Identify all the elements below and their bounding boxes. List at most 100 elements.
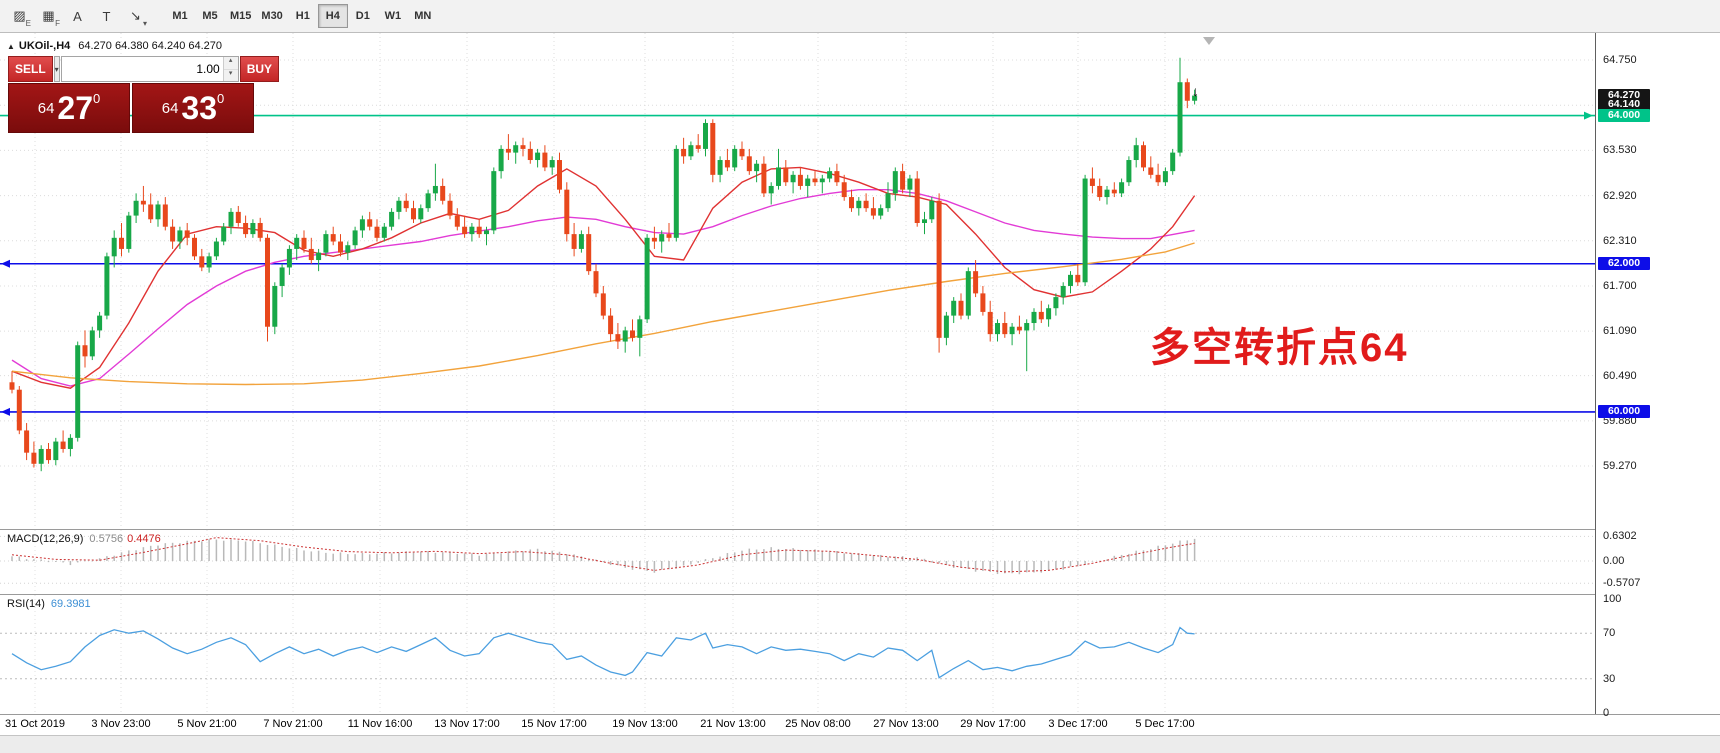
price-tick-label: 62.310	[1603, 234, 1637, 247]
price-badge: 64.000	[1598, 108, 1650, 122]
timeframe-button-m15[interactable]: M15	[225, 4, 256, 28]
one-click-trading-panel: SELL ▾ ▴ ▾ BUY 64 27 0 64	[8, 56, 280, 133]
time-axis[interactable]: 31 Oct 2019 3 Nov 23:00 5 Nov 21:00 7 Nov 2…	[0, 715, 1595, 735]
buy-price-tile[interactable]: 64 33 0	[132, 83, 254, 133]
price-tick-label: 64.750	[1603, 54, 1637, 66]
candlestick-chart-canvas[interactable]	[0, 33, 1595, 529]
macd-tick-label: 0.00	[1603, 555, 1625, 567]
rsi-tick-label: 30	[1603, 672, 1616, 685]
ma-red	[11, 166, 1196, 389]
volume-box: ▴ ▾	[60, 56, 239, 82]
volume-input[interactable]	[61, 57, 223, 81]
time-axis-label: 19 Nov 13:00	[612, 718, 678, 730]
moving-averages-layer	[11, 166, 1196, 389]
price-tick-label: 61.700	[1603, 279, 1637, 292]
collapse-arrow-icon[interactable]: ▲	[7, 42, 15, 51]
time-axis-label: 29 Nov 17:00	[960, 718, 1026, 730]
time-axis-label: 21 Nov 13:00	[700, 718, 766, 730]
time-axis-label: 3 Nov 23:00	[91, 718, 151, 730]
crosshair-chart-tool-icon[interactable]: ▨ E	[6, 4, 33, 28]
rsi-tick-label: 100	[1603, 593, 1622, 605]
candles-layer	[9, 57, 1198, 472]
ask-pips: 33	[181, 90, 218, 126]
price-tick-label: 62.920	[1603, 189, 1637, 202]
price-axis[interactable]: 64.750 64.140 63.530 62.920 62.310 61.700 61.0…	[1595, 33, 1720, 719]
bid-frac: 0	[93, 91, 101, 106]
time-axis-label: 27 Nov 13:00	[873, 718, 939, 730]
timeframe-button-m1[interactable]: M1	[165, 4, 195, 28]
chart-shift-icon[interactable]	[1203, 37, 1215, 45]
buy-button[interactable]: BUY	[239, 56, 280, 82]
timeframe-button-mn[interactable]: MN	[408, 4, 438, 28]
time-axis-label: 25 Nov 08:00	[785, 718, 851, 730]
text-tool-icon[interactable]: A	[64, 4, 91, 28]
arrow-line-tool-icon[interactable]: ↘ ▾	[122, 4, 149, 28]
volume-increase-button[interactable]: ▴	[223, 57, 238, 70]
ohlc-values: 64.270 64.380 64.240 64.270	[78, 40, 223, 52]
timeframe-toolbar: M1 M5 M15 M30 H1 H4 D1 W1 MN	[165, 4, 438, 28]
macd-name: MACD(12,26,9)	[7, 533, 84, 545]
rsi-label: RSI(14) 69.3981	[7, 598, 91, 610]
macd-main-value: 0.5756	[89, 533, 124, 545]
panel-separator-timeaxis	[0, 714, 1720, 715]
price-tick-label: 59.270	[1603, 460, 1637, 472]
ask-frac: 0	[217, 91, 225, 106]
macd-panel[interactable]: MACD(12,26,9) 0.5756 0.4476	[0, 530, 1595, 594]
volume-decrease-button[interactable]: ▾	[223, 69, 238, 81]
main-chart-panel[interactable]: ▲ UKOil-,H4 64.270 64.380 64.240 64.270 SE…	[0, 33, 1595, 529]
chart-text-annotation: 多空转折点64	[1150, 326, 1409, 370]
rsi-tick-label: 70	[1603, 627, 1616, 640]
macd-tick-label: -0.5707	[1603, 577, 1641, 590]
time-axis-label: 7 Nov 21:00	[263, 718, 323, 730]
timeframe-button-h1[interactable]: H1	[288, 4, 318, 28]
grid-tool-icon[interactable]: ▦ F	[35, 4, 62, 28]
volume-spinner: ▴ ▾	[222, 57, 238, 81]
price-tick-label: 63.530	[1603, 144, 1637, 157]
macd-chart-canvas[interactable]	[0, 530, 1595, 594]
time-axis-label: 5 Dec 17:00	[1135, 718, 1195, 730]
status-strip	[0, 735, 1720, 753]
main-toolbar: ▨ E ▦ F A T ↘ ▾ M1 M5 M15 M30 H1 H4 D1 W1 MN	[0, 0, 1720, 33]
symbol-label: UKOil-,H4	[18, 40, 71, 52]
rsi-name: RSI(14)	[7, 598, 45, 610]
time-axis-label: 11 Nov 16:00	[347, 718, 413, 730]
price-tick-label: 61.090	[1603, 325, 1637, 338]
sell-button[interactable]: SELL	[8, 56, 53, 82]
sell-price-tile[interactable]: 64 27 0	[8, 83, 130, 133]
price-badge: 64.140	[1598, 98, 1650, 112]
timeframe-button-d1[interactable]: D1	[348, 4, 378, 28]
price-arrow-icon: ↓	[1192, 83, 1199, 99]
symbol-ohlc-line: ▲ UKOil-,H4 64.270 64.380 64.240 64.270	[7, 40, 222, 52]
panel-separator-macd[interactable]	[0, 529, 1720, 530]
rsi-line	[11, 626, 1195, 679]
trade-options-dropdown[interactable]: ▾	[53, 56, 60, 82]
price-badge: 62.000	[1598, 256, 1650, 270]
text-label-tool-icon[interactable]: T	[93, 4, 120, 28]
macd-signal-line	[11, 537, 1195, 573]
rsi-panel[interactable]: RSI(14) 69.3981	[0, 595, 1595, 714]
timeframe-button-m5[interactable]: M5	[195, 4, 225, 28]
timeframe-button-w1[interactable]: W1	[378, 4, 408, 28]
bid-whole: 64	[37, 99, 55, 117]
macd-signal-value: 0.4476	[127, 533, 161, 545]
ask-whole: 64	[161, 99, 179, 117]
timeframe-button-m30[interactable]: M30	[256, 4, 287, 28]
time-axis-label: 31 Oct 2019	[5, 718, 65, 730]
timeframe-button-h4[interactable]: H4	[317, 4, 348, 28]
price-badge: 60.000	[1598, 404, 1650, 418]
macd-tick-label: 0.6302	[1603, 530, 1637, 543]
price-tick-label: 60.490	[1603, 369, 1637, 382]
time-axis-label: 15 Nov 17:00	[521, 718, 587, 730]
time-axis-label: 5 Nov 21:00	[177, 718, 237, 730]
rsi-chart-canvas[interactable]	[0, 595, 1595, 714]
time-axis-label: 13 Nov 17:00	[434, 718, 500, 730]
bid-pips: 27	[57, 90, 94, 126]
ma-fast-magenta	[11, 188, 1195, 387]
rsi-tick-label: 0	[1603, 707, 1610, 719]
panel-separator-rsi[interactable]	[0, 594, 1720, 595]
rsi-value: 69.3981	[50, 598, 91, 610]
chevron-down-icon: ▾	[54, 64, 59, 74]
macd-label: MACD(12,26,9) 0.5756 0.4476	[7, 533, 161, 545]
time-axis-label: 3 Dec 17:00	[1048, 718, 1108, 730]
